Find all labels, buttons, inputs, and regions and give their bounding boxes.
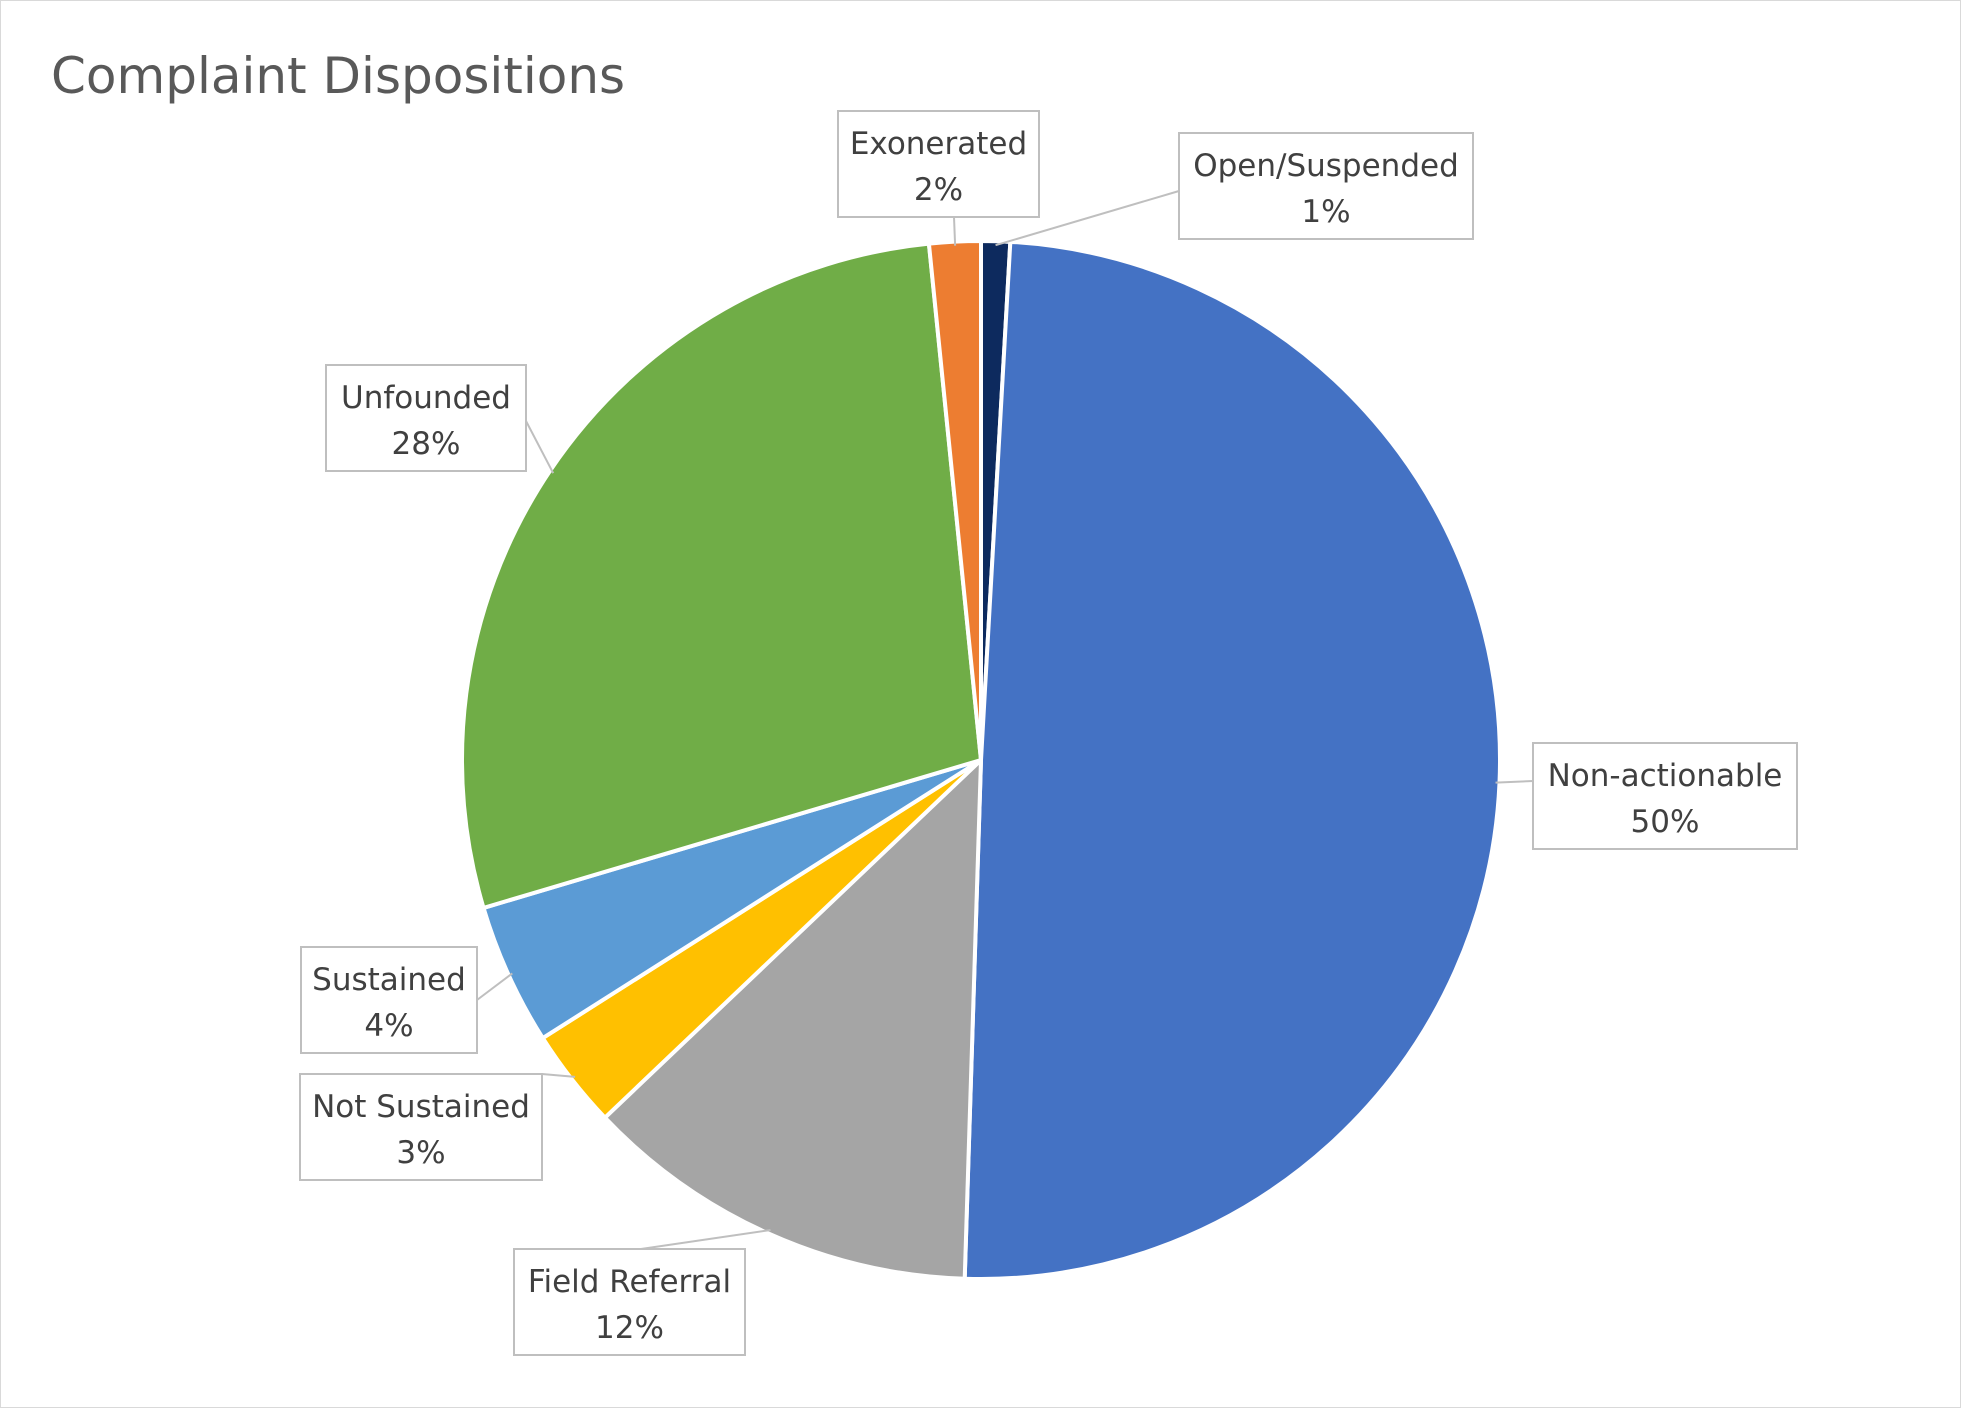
callout-box [513, 1248, 746, 1356]
callout-category-label: Non-actionable [1548, 758, 1783, 794]
callout-leaders [476, 190, 1534, 1250]
leader-line-unfounded [525, 420, 555, 474]
leader-line-open-suspended [995, 190, 1180, 247]
callout-percent-label: 28% [392, 426, 461, 462]
data-callout-open-suspended: Open/Suspended 1% [1178, 132, 1474, 240]
leader-line-exonerated [953, 216, 957, 246]
callout-category-label: Field Referral [528, 1264, 731, 1300]
leader-line-field-referral [640, 1229, 771, 1250]
leader-line-sustained [476, 972, 513, 1001]
callout-percent-label: 4% [364, 1008, 413, 1044]
callout-percent-label: 12% [595, 1310, 664, 1346]
callout-percent-label: 1% [1301, 194, 1350, 230]
data-callout-non-actionable: Non-actionable 50% [1532, 742, 1798, 850]
data-callout-sustained: Sustained 4% [300, 946, 478, 1054]
callout-box [837, 110, 1040, 218]
pie-slice-non-actionable[interactable] [962, 239, 1502, 1281]
callout-category-label: Unfounded [341, 380, 511, 416]
pie-slice-field-referral[interactable] [602, 758, 983, 1281]
callout-box [300, 946, 478, 1054]
callout-category-label: Open/Suspended [1193, 148, 1459, 184]
data-callout-exonerated: Exonerated 2% [837, 110, 1040, 218]
pie-slice-unfounded[interactable] [460, 241, 983, 910]
data-callout-not-sustained: Not Sustained 3% [299, 1073, 543, 1181]
callout-box [299, 1073, 543, 1181]
chart-title: Complaint Dispositions [51, 47, 625, 105]
leader-line-not-sustained [541, 1073, 576, 1078]
callout-category-label: Sustained [312, 962, 466, 998]
callout-category-label: Exonerated [850, 126, 1027, 162]
callout-percent-label: 2% [914, 172, 963, 208]
callouts: Open/Suspended 1% Non-actionable 50% Field R… [299, 110, 1798, 1356]
data-callout-field-referral: Field Referral 12% [513, 1248, 746, 1356]
callout-box [1178, 132, 1474, 240]
callout-box [325, 364, 527, 472]
callout-category-label: Not Sustained [312, 1089, 530, 1125]
callout-box [1532, 742, 1798, 850]
callout-percent-label: 3% [396, 1135, 445, 1171]
leader-line-non-actionable [1495, 780, 1534, 784]
data-callout-unfounded: Unfounded 28% [325, 364, 527, 472]
pie-slices [460, 239, 1502, 1281]
callout-percent-label: 50% [1631, 804, 1700, 840]
